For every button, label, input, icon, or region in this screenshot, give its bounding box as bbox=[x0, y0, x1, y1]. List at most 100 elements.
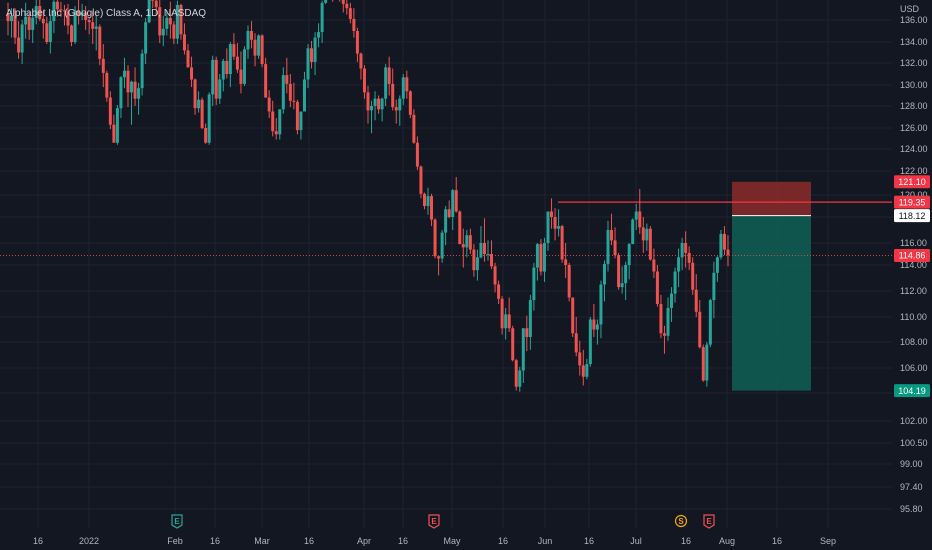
candle[interactable] bbox=[122, 57, 126, 89]
candle[interactable] bbox=[242, 46, 246, 87]
candle[interactable] bbox=[235, 43, 239, 73]
candle[interactable] bbox=[48, 14, 52, 54]
candle[interactable] bbox=[147, 0, 151, 24]
candle[interactable] bbox=[444, 206, 448, 246]
candle[interactable] bbox=[87, 17, 91, 35]
split-event-icon[interactable]: S bbox=[674, 514, 688, 528]
candle[interactable] bbox=[338, 0, 341, 2]
candle[interactable] bbox=[232, 33, 236, 60]
candle[interactable] bbox=[641, 217, 645, 253]
candle[interactable] bbox=[493, 262, 497, 293]
candle[interactable] bbox=[211, 55, 215, 106]
candle[interactable] bbox=[257, 34, 261, 59]
candle[interactable] bbox=[662, 325, 666, 354]
candle[interactable] bbox=[479, 226, 483, 259]
candle[interactable] bbox=[98, 24, 102, 66]
candle[interactable] bbox=[218, 74, 222, 104]
candle[interactable] bbox=[366, 86, 370, 124]
candle[interactable] bbox=[426, 187, 430, 215]
candle[interactable] bbox=[161, 15, 165, 47]
candle[interactable] bbox=[182, 23, 186, 55]
candle[interactable] bbox=[370, 100, 374, 134]
candle[interactable] bbox=[264, 57, 268, 98]
candle[interactable] bbox=[553, 208, 557, 241]
candle[interactable] bbox=[677, 248, 681, 288]
candle[interactable] bbox=[77, 0, 81, 25]
candle[interactable] bbox=[228, 42, 232, 88]
candle[interactable] bbox=[66, 3, 70, 35]
candle[interactable] bbox=[454, 177, 458, 213]
candle[interactable] bbox=[666, 297, 670, 341]
candle[interactable] bbox=[172, 21, 176, 45]
candle[interactable] bbox=[377, 95, 381, 114]
candle[interactable] bbox=[680, 237, 684, 271]
candle[interactable] bbox=[497, 280, 501, 304]
candle[interactable] bbox=[59, 1, 63, 17]
candle[interactable] bbox=[627, 243, 631, 280]
candle[interactable] bbox=[655, 265, 659, 307]
candle[interactable] bbox=[250, 21, 254, 49]
candle[interactable] bbox=[306, 44, 310, 89]
candle[interactable] bbox=[239, 51, 243, 94]
candle[interactable] bbox=[13, 8, 17, 45]
candle[interactable] bbox=[73, 6, 77, 45]
candle[interactable] bbox=[115, 104, 119, 145]
candle[interactable] bbox=[355, 27, 359, 62]
candle[interactable] bbox=[602, 260, 606, 302]
candle[interactable] bbox=[200, 97, 204, 130]
candle[interactable] bbox=[571, 297, 575, 338]
candle[interactable] bbox=[190, 56, 194, 88]
candle[interactable] bbox=[313, 32, 317, 76]
candle[interactable] bbox=[373, 91, 377, 121]
candle[interactable] bbox=[45, 16, 49, 45]
candle[interactable] bbox=[490, 240, 494, 269]
candle[interactable] bbox=[539, 239, 543, 276]
candle[interactable] bbox=[437, 256, 441, 276]
candle[interactable] bbox=[698, 300, 702, 349]
position-zones[interactable] bbox=[732, 181, 811, 391]
candle[interactable] bbox=[80, 3, 84, 20]
time-axis[interactable]: 16 2022 Feb 16 Mar 16 Apr 16 May 16 Jun 16 Jul 16 Aug 1… bbox=[33, 536, 836, 546]
candle[interactable] bbox=[430, 193, 434, 227]
candle[interactable] bbox=[624, 261, 628, 301]
candle[interactable] bbox=[302, 71, 306, 112]
candle[interactable] bbox=[715, 256, 719, 282]
candle[interactable] bbox=[24, 2, 28, 39]
candle[interactable] bbox=[154, 0, 158, 15]
candle[interactable] bbox=[144, 17, 148, 65]
candle[interactable] bbox=[20, 20, 24, 65]
candle[interactable] bbox=[317, 23, 321, 48]
candle[interactable] bbox=[271, 100, 275, 137]
candle[interactable] bbox=[345, 0, 349, 15]
candle[interactable] bbox=[620, 266, 624, 294]
candle[interactable] bbox=[486, 240, 490, 261]
candle[interactable] bbox=[401, 74, 405, 105]
candle[interactable] bbox=[31, 10, 35, 44]
candle[interactable] bbox=[613, 227, 617, 259]
candle[interactable] bbox=[193, 78, 197, 115]
candle[interactable] bbox=[451, 189, 455, 230]
candle[interactable] bbox=[694, 274, 698, 317]
candle[interactable] bbox=[465, 230, 469, 258]
candle[interactable] bbox=[504, 307, 508, 340]
candle[interactable] bbox=[631, 218, 635, 245]
candle[interactable] bbox=[500, 296, 504, 335]
candle[interactable] bbox=[62, 4, 66, 26]
candle[interactable] bbox=[41, 11, 45, 39]
candle[interactable] bbox=[507, 297, 511, 333]
candle[interactable] bbox=[225, 48, 229, 79]
candle[interactable] bbox=[288, 74, 292, 108]
candle[interactable] bbox=[295, 99, 299, 135]
candle[interactable] bbox=[179, 3, 183, 40]
candle[interactable] bbox=[532, 262, 536, 311]
candle[interactable] bbox=[253, 33, 257, 67]
candle[interactable] bbox=[525, 315, 529, 352]
candle[interactable] bbox=[415, 136, 419, 170]
candle[interactable] bbox=[412, 109, 416, 144]
candle[interactable] bbox=[560, 224, 564, 263]
candle[interactable] bbox=[324, 0, 328, 4]
candle[interactable] bbox=[126, 65, 130, 108]
candle[interactable] bbox=[564, 243, 568, 278]
